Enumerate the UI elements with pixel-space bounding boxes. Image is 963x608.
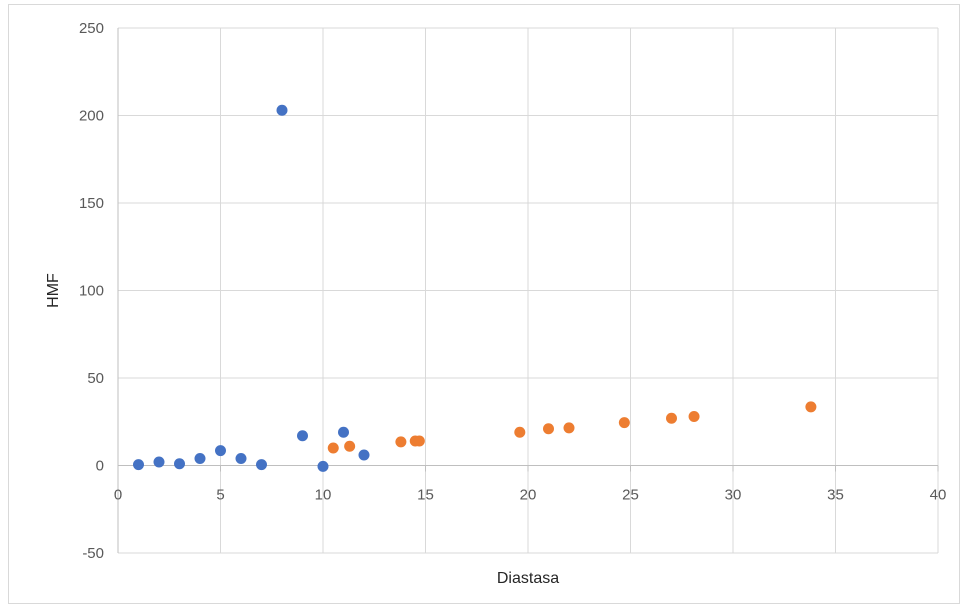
y-tick-label: 150 bbox=[79, 195, 104, 212]
x-tick-label: 25 bbox=[622, 487, 639, 504]
x-tick-label: 0 bbox=[114, 487, 122, 504]
y-axis-title: HMF bbox=[45, 273, 62, 308]
x-tick-label: 20 bbox=[520, 487, 537, 504]
data-point-series-1 bbox=[297, 430, 308, 442]
data-point-series-1 bbox=[276, 104, 288, 116]
data-point-series-2 bbox=[344, 440, 356, 452]
data-point-series-2 bbox=[805, 401, 817, 413]
data-point-series-2 bbox=[688, 411, 700, 422]
chart-frame bbox=[8, 4, 960, 604]
data-point-series-2 bbox=[327, 442, 339, 454]
data-point-series-1 bbox=[194, 453, 206, 464]
y-tick-label: -50 bbox=[82, 545, 104, 562]
data-point-series-1 bbox=[317, 460, 329, 472]
gridlines bbox=[118, 27, 939, 554]
x-tick-label: 10 bbox=[315, 487, 332, 504]
data-points bbox=[133, 104, 817, 472]
data-point-series-1 bbox=[235, 453, 247, 464]
data-point-series-2 bbox=[666, 412, 677, 424]
x-tick-label: 40 bbox=[930, 487, 947, 504]
data-point-series-2 bbox=[563, 422, 575, 434]
x-tick-label: 15 bbox=[417, 487, 434, 504]
data-point-series-1 bbox=[338, 426, 349, 438]
x-tick-label: 5 bbox=[216, 487, 224, 504]
y-tick-label: 50 bbox=[87, 370, 104, 387]
data-point-series-1 bbox=[174, 458, 185, 470]
y-tick-label: 100 bbox=[79, 283, 104, 300]
x-axis-title: Diastasa bbox=[497, 570, 559, 587]
data-point-series-1 bbox=[153, 456, 165, 468]
y-tick-label: 0 bbox=[96, 458, 104, 475]
data-point-series-1 bbox=[358, 449, 370, 461]
y-tick-label: 250 bbox=[79, 20, 104, 37]
data-point-series-1 bbox=[215, 445, 226, 457]
data-point-series-2 bbox=[395, 436, 407, 448]
data-point-series-2 bbox=[618, 417, 630, 429]
data-point-series-1 bbox=[256, 459, 267, 471]
data-point-series-2 bbox=[514, 426, 526, 438]
data-point-series-2 bbox=[413, 435, 425, 447]
tick-labels: 0 5 10 15 20 25 30 35 40 250 200 150 100 50 0 -50 bbox=[79, 20, 946, 562]
y-tick-label: 200 bbox=[79, 108, 104, 125]
data-point-series-2 bbox=[543, 423, 554, 435]
data-point-series-1 bbox=[133, 459, 144, 471]
x-tick-label: 30 bbox=[725, 487, 742, 504]
x-tick-label: 35 bbox=[827, 487, 844, 504]
